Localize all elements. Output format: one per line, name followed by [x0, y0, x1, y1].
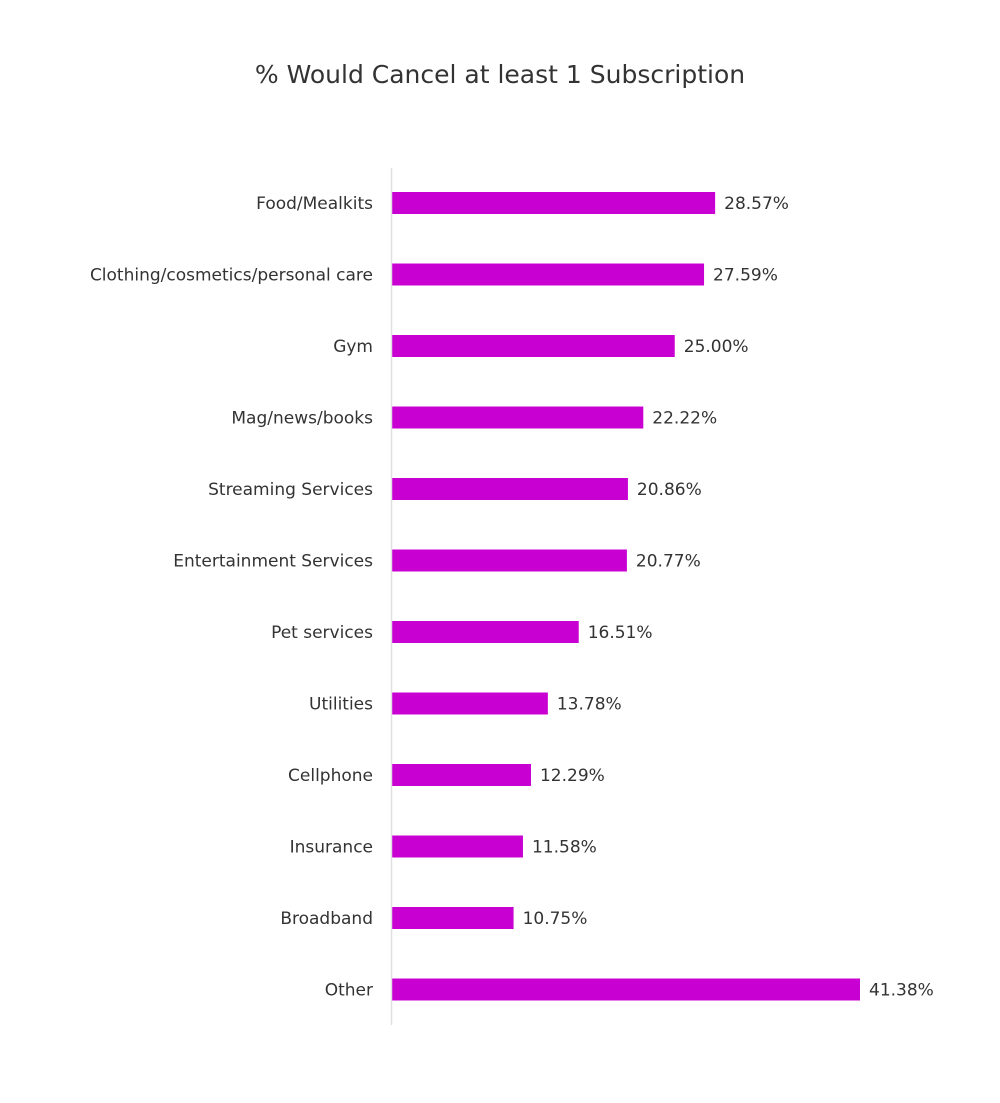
- bar: [392, 621, 579, 643]
- category-label: Insurance: [290, 838, 373, 858]
- chart-title: % Would Cancel at least 1 Subscription: [254, 60, 746, 89]
- data-label: 20.77%: [636, 552, 701, 572]
- bar: [392, 263, 705, 286]
- bar: [392, 192, 716, 214]
- category-label: Clothing/cosmetics/personal care: [90, 266, 373, 286]
- data-label: 27.59%: [713, 266, 778, 286]
- bar: [392, 406, 644, 429]
- category-label: Utilities: [309, 695, 373, 715]
- data-label: 16.51%: [588, 623, 653, 643]
- data-label: 22.22%: [652, 409, 717, 429]
- bar: [392, 335, 675, 357]
- category-label: Mag/news/books: [231, 409, 373, 429]
- category-label: Food/Mealkits: [256, 194, 373, 214]
- data-label: 13.78%: [557, 695, 622, 715]
- category-label: Pet services: [271, 623, 373, 643]
- category-label: Cellphone: [288, 766, 373, 786]
- category-label: Entertainment Services: [173, 552, 373, 572]
- bar: [392, 978, 861, 1001]
- data-label: 10.75%: [523, 909, 588, 929]
- bar: [392, 764, 531, 786]
- bar: [392, 549, 627, 572]
- bar: [392, 692, 548, 715]
- bar: [392, 478, 628, 500]
- data-label: 20.86%: [637, 480, 702, 500]
- data-label: 12.29%: [540, 766, 605, 786]
- data-label: 41.38%: [869, 981, 934, 1001]
- data-label: 11.58%: [532, 838, 597, 858]
- category-label: Gym: [333, 337, 373, 357]
- category-label: Other: [325, 981, 373, 1001]
- category-label: Broadband: [280, 909, 373, 929]
- category-label: Streaming Services: [208, 480, 373, 500]
- data-label: 25.00%: [684, 337, 749, 357]
- bar: [392, 835, 523, 858]
- bar: [392, 907, 514, 929]
- data-label: 28.57%: [724, 194, 789, 214]
